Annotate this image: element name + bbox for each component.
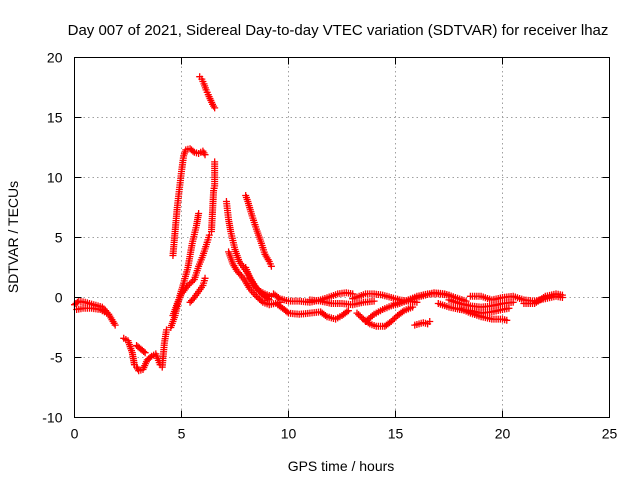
track-arc-rise-b — [169, 231, 213, 319]
track-arc-peak — [169, 145, 209, 259]
data-point — [267, 262, 275, 270]
data-point — [211, 104, 219, 112]
data-point — [344, 307, 352, 315]
track-arc-early-a — [71, 297, 119, 329]
y-tick-label: 5 — [55, 230, 63, 246]
data-point — [426, 318, 434, 325]
track-arc-mid-d — [392, 289, 470, 307]
track-arc-early-b — [73, 304, 111, 317]
data-point — [201, 274, 209, 282]
y-tick-label: 10 — [47, 170, 63, 186]
data-point — [409, 303, 417, 311]
x-tick-label: 10 — [281, 426, 297, 442]
data-point — [356, 312, 364, 320]
y-tick-label: 20 — [47, 50, 63, 66]
data-point — [390, 315, 398, 322]
grid-lines — [74, 57, 610, 418]
data-point — [103, 309, 111, 317]
track-arc-short — [411, 318, 434, 329]
data-point — [274, 294, 282, 301]
data-point — [195, 210, 203, 217]
axis-ticks — [74, 57, 610, 418]
track-arc-late-c — [456, 304, 511, 324]
data-point — [236, 270, 244, 278]
x-tick-label: 25 — [602, 426, 618, 442]
data-point — [503, 316, 511, 324]
track-arc-flat-b — [274, 301, 352, 323]
data-point — [186, 280, 194, 288]
data-point — [321, 312, 329, 319]
data-point — [254, 294, 262, 302]
track-arc-high — [196, 73, 219, 112]
data-point — [189, 147, 197, 155]
data-point — [189, 277, 197, 285]
data-point — [252, 292, 260, 300]
data-point — [211, 158, 219, 166]
track-arc-spike — [207, 158, 219, 235]
data-point — [140, 348, 148, 355]
data-point — [205, 231, 213, 239]
data-point — [201, 151, 209, 159]
track-arc-late-e — [520, 290, 566, 307]
data-point — [146, 354, 154, 361]
x-tick-label: 5 — [178, 426, 186, 442]
track-arc-decay-c — [242, 192, 275, 270]
track-arc-dip — [120, 326, 171, 375]
data-point — [387, 318, 395, 325]
data-point — [343, 308, 351, 316]
data-point — [283, 308, 291, 316]
data-point — [111, 321, 119, 329]
y-tick-labels: -10 -5 0 5 10 15 20 — [42, 50, 62, 426]
data-point — [163, 326, 171, 334]
x-axis-label: GPS time / hours — [288, 458, 395, 474]
x-tick-label: 15 — [388, 426, 404, 442]
data-point — [257, 297, 265, 305]
x-tick-labels: 0 5 10 15 20 25 — [71, 426, 618, 442]
track-arc-decay-d — [242, 264, 273, 304]
data-point — [353, 309, 361, 317]
data-point — [141, 349, 149, 357]
y-tick-label: -10 — [42, 410, 62, 426]
data-point — [509, 298, 517, 306]
data-point — [189, 295, 197, 303]
data-point — [184, 282, 192, 289]
y-tick-label: 0 — [55, 290, 63, 306]
data-point — [187, 279, 195, 286]
data-point — [370, 297, 378, 305]
track-arc-flat-c — [306, 296, 378, 309]
chart-title: Day 007 of 2021, Sidereal Day-to-day VTE… — [68, 22, 609, 39]
data-point — [389, 316, 397, 324]
y-tick-label: -5 — [50, 350, 63, 366]
y-axis-label: SDTVAR / TECUs — [5, 181, 21, 293]
y-tick-label: 15 — [47, 110, 63, 126]
data-point — [398, 308, 406, 316]
data-point — [264, 295, 272, 303]
data-point — [265, 296, 273, 304]
data-point — [256, 295, 264, 303]
track-arc-rise-c — [186, 274, 209, 306]
track-arc-decay-b — [225, 248, 284, 309]
x-tick-label: 20 — [495, 426, 511, 442]
data-series — [71, 73, 566, 375]
data-point — [355, 311, 363, 319]
track-arc-dip-b — [133, 342, 149, 357]
track-arc-late-b — [445, 296, 517, 311]
data-point — [558, 291, 566, 299]
x-tick-label: 0 — [71, 426, 79, 442]
